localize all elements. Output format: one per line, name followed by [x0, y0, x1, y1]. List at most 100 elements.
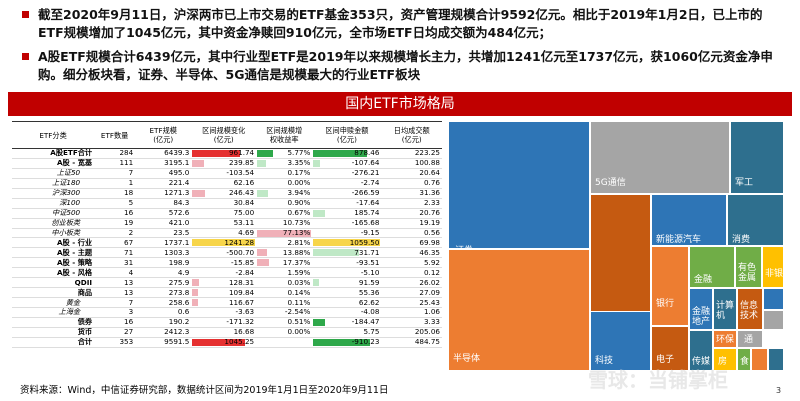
treemap-tile: 证券 — [448, 121, 590, 256]
treemap-tile: 金融 地产 — [689, 288, 713, 330]
cell-text: A股ETF合计 — [50, 148, 93, 158]
column-header: 区间规模增 权收益率 — [256, 121, 313, 149]
table-cell: 5.75 — [312, 327, 382, 338]
treemap-label: 消费 — [732, 235, 751, 245]
cell-text: 债券 — [77, 317, 93, 327]
table-cell: 5.77% — [256, 148, 313, 159]
cell-text: -3.63 — [235, 307, 255, 317]
data-bar — [313, 249, 360, 257]
table-row: 中证500 16 572.6 75.00 0.67% 185.74 20.76 — [12, 208, 442, 219]
cell-text: 0.6 — [177, 307, 190, 317]
cell-text: 0.17% — [287, 168, 311, 178]
cell-text: -171.32 — [226, 317, 255, 327]
cell-text: 中证500 — [52, 208, 81, 218]
cell-text: A股 - 主题 — [56, 247, 93, 257]
cell-text: 258.6 — [168, 297, 190, 307]
cell-text: 223.25 — [414, 148, 440, 158]
table-cell: 3 — [94, 307, 136, 318]
table-cell: 190.2 — [135, 317, 192, 328]
table-cell: 深100 — [12, 198, 95, 209]
cell-text: 1059.50 — [349, 237, 380, 247]
cell-text: 75.00 — [233, 208, 255, 218]
table-cell: 债券 — [12, 317, 95, 328]
cell-text: 731.71 — [354, 247, 380, 257]
cell-text: 71 — [124, 247, 134, 257]
table-cell: 13.88% — [256, 247, 313, 259]
column-header: ETF规模 (亿元) — [135, 121, 192, 149]
watermark: 雪球：当铺掌柜 — [588, 368, 728, 392]
cell-text: 18 — [124, 188, 134, 198]
table-cell: 0.56 — [381, 228, 442, 239]
cell-text: -910.23 — [351, 337, 380, 347]
treemap-label: 信息 技术 — [740, 301, 759, 321]
table-cell: 16 — [94, 208, 136, 219]
data-bar — [313, 318, 325, 326]
table-cell: 75.00 — [191, 208, 257, 219]
cell-text: 221.4 — [168, 178, 190, 188]
column-header: 区间规模变化 (亿元) — [191, 121, 257, 149]
cell-text: 2.81% — [287, 237, 311, 247]
table-cell: -2.74 — [312, 178, 382, 189]
table-cell: 46.35 — [381, 247, 442, 259]
cell-text: 185.74 — [354, 208, 380, 218]
data-bar — [192, 239, 255, 247]
table-cell: 0.67% — [256, 208, 313, 219]
table-cell: 0.17% — [256, 168, 313, 179]
cell-text: 421.0 — [168, 218, 190, 228]
table-cell: 69.98 — [381, 237, 442, 249]
table-cell: 353 — [94, 337, 136, 348]
cell-text: 246.43 — [228, 188, 255, 198]
cell-text: 3.94% — [287, 188, 311, 198]
treemap-tile: 信息 技术 — [737, 288, 763, 330]
cell-text: 55.36 — [358, 287, 380, 297]
cell-text: 0.03% — [287, 277, 311, 287]
cell-text: 284 — [119, 148, 134, 158]
table-cell: 创业板类 — [12, 218, 95, 229]
data-bar — [192, 279, 199, 287]
treemap-tile: 5G通信 — [590, 121, 730, 194]
cell-text: 0.67% — [287, 208, 311, 218]
cell-text: 109.84 — [228, 287, 255, 297]
treemap-label: 有色 金属 — [738, 263, 757, 283]
cell-text: -93.51 — [356, 257, 380, 267]
cell-text: 353 — [119, 337, 134, 347]
cell-text: 190.2 — [168, 317, 190, 327]
cell-text: 13.88% — [282, 247, 311, 257]
treemap-tile: 金融 — [689, 246, 735, 288]
table-cell: 0.6 — [135, 307, 192, 318]
cell-text: 572.6 — [168, 208, 190, 218]
table-cell: 5.92 — [381, 257, 442, 269]
table-cell: 31 — [94, 257, 136, 269]
table-cell: 55.36 — [312, 287, 382, 299]
table-cell: 10.73% — [256, 218, 313, 229]
table-row: 商品 13 273.8 109.84 0.14% 55.36 27.09 — [12, 287, 442, 299]
table-row: A股 - 宽基 111 3195.1 239.85 3.35% -107.64 100.88 — [12, 158, 442, 169]
table-cell: 731.71 — [312, 247, 382, 259]
table-cell: 421.0 — [135, 218, 192, 229]
cell-text: 2 — [128, 228, 134, 237]
treemap-tile: 计算 机 — [713, 288, 737, 330]
cell-text: 0.00% — [287, 178, 311, 188]
treemap-label: 房 — [718, 357, 728, 367]
page-number: 3 — [776, 386, 782, 395]
table-cell: 116.67 — [191, 297, 257, 308]
table-cell: -500.70 — [191, 247, 257, 259]
table-cell: 0.14% — [256, 287, 313, 299]
cell-text: 198.9 — [168, 257, 190, 267]
table-cell: 17.37% — [256, 257, 313, 269]
table-cell: 25.43 — [381, 297, 442, 308]
cell-text: 3 — [128, 307, 134, 317]
treemap-tile: 银行 — [651, 246, 689, 326]
table-cell: 26.02 — [381, 277, 442, 289]
table-cell: 0.51% — [256, 317, 313, 328]
cell-text: 69.98 — [419, 237, 440, 247]
cell-text: 16 — [124, 317, 134, 327]
cell-text: 创业板类 — [51, 218, 81, 228]
table-cell: 284 — [94, 148, 136, 159]
table-cell: -266.59 — [312, 188, 382, 199]
table-cell: 0.76 — [381, 178, 442, 189]
table-cell: 128.31 — [191, 277, 257, 289]
cell-text: 46.35 — [419, 247, 440, 257]
table-cell: 2.81% — [256, 237, 313, 249]
